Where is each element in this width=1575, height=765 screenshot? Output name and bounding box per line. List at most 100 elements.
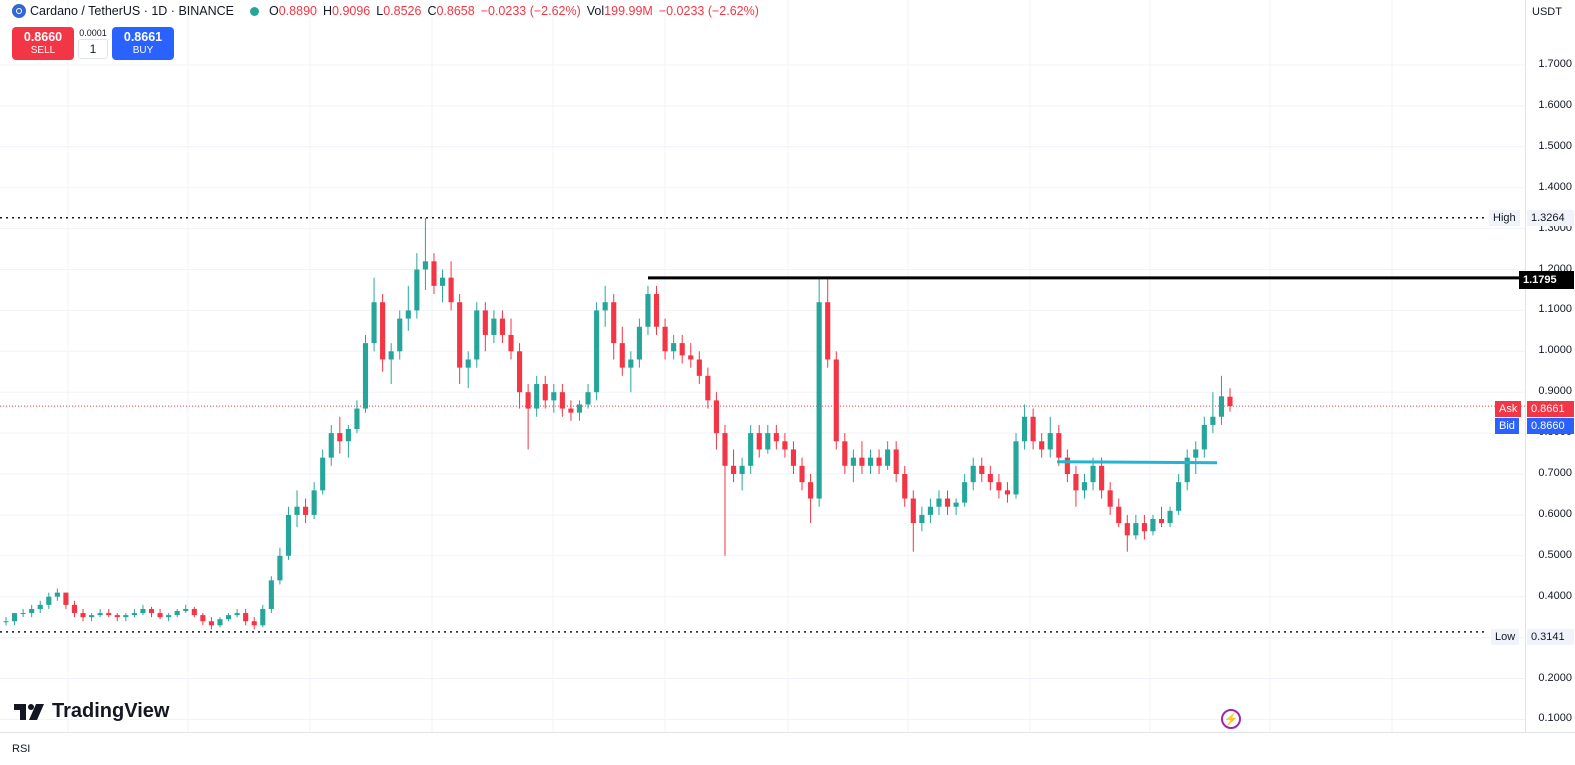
- candle-body: [688, 355, 694, 360]
- candle-body: [1107, 490, 1113, 507]
- candle-body: [679, 343, 685, 356]
- market-status-icon: [250, 6, 260, 16]
- candle-body: [542, 384, 548, 401]
- candle-body: [422, 261, 428, 270]
- candle-body: [551, 392, 557, 401]
- candle-body: [739, 465, 745, 474]
- candle-body: [1210, 416, 1216, 425]
- candle-body: [1013, 441, 1019, 495]
- low-tag: Low: [1491, 629, 1520, 645]
- candle-body: [534, 384, 540, 409]
- candle-body: [876, 457, 882, 466]
- price-tick-label: 1.1000: [1538, 303, 1572, 316]
- candle-body: [1141, 523, 1147, 532]
- candle-body: [1133, 523, 1139, 536]
- volume-label: Vol: [586, 4, 605, 18]
- candle-body: [594, 310, 600, 393]
- price-tick-label: 1.7000: [1538, 58, 1572, 70]
- candle-body: [328, 433, 334, 458]
- candle-body: [320, 457, 326, 491]
- candle-body: [29, 608, 35, 614]
- ask-price-tag: 0.8661: [1527, 401, 1574, 417]
- candle-body: [46, 596, 52, 605]
- candle-body: [54, 592, 60, 597]
- candle-body: [525, 392, 531, 409]
- candle-body: [20, 613, 26, 615]
- candle-body: [799, 465, 805, 483]
- lightning-icon[interactable]: ⚡: [1221, 709, 1241, 729]
- candle-body: [268, 580, 274, 609]
- sell-label: SELL: [30, 45, 56, 56]
- candle-body: [148, 608, 155, 614]
- candle-body: [1193, 449, 1199, 458]
- ask-tag-value: 0.8661: [1531, 403, 1565, 415]
- candle-body: [1090, 465, 1096, 483]
- candle-body: [371, 302, 377, 344]
- candle-body: [602, 302, 608, 311]
- price-tick-label: 0.1000: [1538, 712, 1572, 725]
- candle-body: [970, 465, 976, 483]
- candle-body: [174, 611, 180, 616]
- candle-body: [448, 277, 454, 303]
- price-axis[interactable]: USDT 1.7000 1.6000 1.5000 1.4000 1.3000 1.200…: [1525, 0, 1575, 732]
- candle-body: [850, 457, 856, 466]
- currency-label[interactable]: USDT: [1532, 6, 1562, 18]
- low-tag-value: 0.3141: [1531, 631, 1565, 643]
- quantity-step: 0.0001: [79, 28, 107, 38]
- candle-body: [696, 359, 702, 376]
- candle-body: [730, 465, 737, 474]
- candle-body: [790, 449, 797, 466]
- candle-body: [885, 449, 891, 466]
- candle-body: [979, 465, 985, 474]
- price-tick-label: 1.0000: [1538, 344, 1572, 357]
- candle-body: [303, 506, 309, 515]
- candle-body: [1081, 482, 1088, 491]
- volume-value: 199.99M: [604, 4, 653, 18]
- candle-body: [89, 615, 95, 618]
- candlestick-chart[interactable]: [0, 0, 1525, 732]
- bid-tag-value: 0.8660: [1531, 420, 1565, 432]
- candle-body: [106, 613, 112, 616]
- close-label: C: [427, 4, 437, 18]
- candle-body: [380, 302, 386, 360]
- candle-body: [234, 613, 240, 616]
- candle-body: [611, 302, 617, 344]
- low-tag-label: Low: [1495, 631, 1516, 643]
- symbol-title[interactable]: Cardano / TetherUS · 1D · BINANCE: [30, 4, 235, 18]
- candle-body: [1116, 506, 1122, 524]
- change-value: −0.0233 (−2.62%): [480, 4, 581, 18]
- candle-body: [345, 429, 351, 442]
- candle-body: [1099, 465, 1105, 491]
- candle-body: [260, 608, 266, 626]
- sell-button[interactable]: 0.8660 SELL: [12, 27, 74, 60]
- candle-body: [756, 433, 762, 450]
- candle-body: [183, 608, 189, 612]
- candle-body: [225, 615, 232, 620]
- candle-body: [927, 506, 933, 515]
- candle-body: [1176, 482, 1182, 511]
- quantity-input[interactable]: 1: [78, 39, 108, 59]
- candle-body: [653, 294, 660, 327]
- rsi-pane[interactable]: RSI: [0, 732, 1575, 765]
- tradingview-logo[interactable]: TradingView: [14, 700, 169, 723]
- candle-body: [388, 351, 394, 360]
- candle-body: [936, 498, 942, 507]
- candle-body: [71, 604, 78, 614]
- candle-body: [1158, 518, 1165, 524]
- candle-body: [902, 474, 908, 499]
- low-label: L: [376, 4, 384, 18]
- candle-body: [1022, 416, 1028, 442]
- chart-pane[interactable]: Cardano / TetherUS · 1D · BINANCE O 0.889…: [0, 0, 1525, 732]
- candle-body: [405, 310, 411, 319]
- candle-body: [1124, 523, 1130, 536]
- candle-body: [157, 613, 163, 618]
- high-tag-value: 1.3264: [1531, 212, 1565, 224]
- buy-button[interactable]: 0.8661 BUY: [112, 27, 174, 60]
- open-value: 0.8890: [278, 4, 317, 18]
- candle-body: [987, 474, 993, 483]
- trade-panel: 0.8660 SELL 0.0001 1 0.8661 BUY: [12, 27, 174, 60]
- candle-body: [1047, 433, 1053, 450]
- candle-body: [765, 433, 771, 450]
- price-tick-label: 0.2000: [1538, 671, 1572, 684]
- candle-body: [671, 343, 677, 352]
